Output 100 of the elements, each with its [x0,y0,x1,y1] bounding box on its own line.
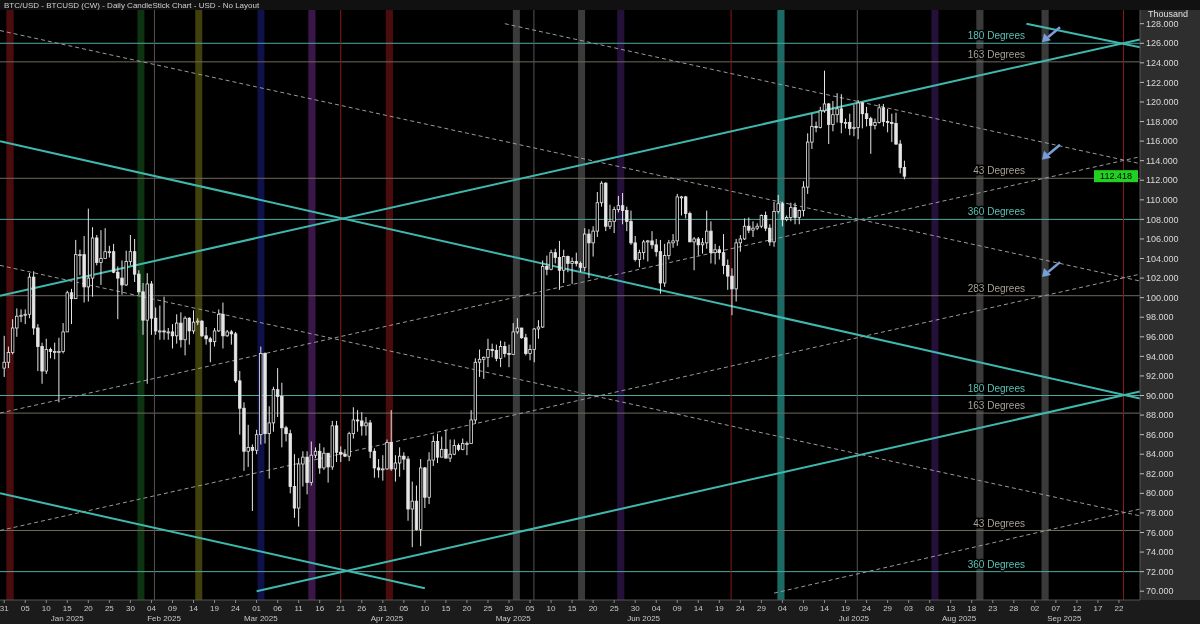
x-tick-label: 15 [62,604,73,613]
y-tick-label: 76.000 [1146,527,1174,538]
y-tick-label: 96.000 [1146,331,1174,342]
candlestick [170,323,175,350]
y-tick-label: 86.000 [1146,429,1174,440]
candlestick [562,249,566,284]
candlestick [881,103,886,127]
candlestick [120,259,124,296]
y-tick-label: 90.000 [1146,390,1174,401]
candlestick [99,229,103,286]
x-tick-label: 24 [735,604,746,613]
candlestick [440,436,444,458]
x-tick-label: 10 [546,604,557,613]
candlestick [175,313,179,345]
y-tick-label: 74.000 [1146,547,1174,558]
candlestick [864,106,869,127]
x-tick-label: 10 [420,604,430,613]
candlestick [397,446,402,478]
x-tick-label: 19 [841,604,851,613]
y-tick-label: 126.000 [1146,38,1179,49]
y-tick-label: 110.000 [1146,194,1178,205]
y-tick-label: 98.000 [1146,312,1174,323]
x2-tick-label: Jan 2025 [50,614,85,623]
candlestick [318,442,322,475]
x-tick-label: 24 [862,604,872,613]
x-tick-label: 25 [483,604,493,613]
x-tick-label: 30 [630,604,641,613]
ref-line-label: 163 Degrees [967,48,1025,60]
x-tick-label: 29 [883,604,893,613]
y-tick-label: 92.000 [1146,371,1174,382]
x-tick-label: 12 [1072,604,1082,613]
x-tick-label: 05 [525,604,536,613]
x-tick-label: 28 [1009,604,1019,613]
candlestick [641,239,646,260]
candlestick [158,304,162,341]
x-tick-label: 23 [988,604,998,613]
x-tick-label: 07 [1051,604,1061,613]
x-tick-label: 19 [210,604,220,613]
x-tick-label: 25 [104,604,115,613]
x-tick-label: 20 [83,604,94,613]
ref-line-label: 180 Degrees [967,382,1025,394]
candlestick [557,240,562,291]
candlestick [448,439,452,463]
x-tick-label: 09 [168,604,178,613]
y-tick-label: 94.000 [1146,351,1174,362]
candlestick [869,116,873,155]
candlestick [789,202,793,222]
x-tick-label: 08 [925,604,935,613]
ref-line-label: 283 Degrees [967,282,1025,294]
y-tick-label: 70.000 [1146,586,1174,597]
candlestick [780,201,785,227]
candlestick [44,338,48,375]
y-tick-label: 104.000 [1146,253,1179,264]
ref-line-label: 180 Degrees [967,30,1025,42]
candlestick [86,208,90,303]
candlestick [721,233,726,275]
x-tick-label: 01 [252,604,262,613]
candlestick [532,327,536,363]
x-tick-label: 15 [441,604,451,613]
x-tick-label: 20 [462,604,472,613]
y-tick-label: 80.000 [1146,488,1174,499]
y-tick-label: 120.000 [1146,97,1179,108]
x-tick-label: 18 [967,604,977,613]
x-tick-label: 03 [904,604,914,613]
annotation: 112.418 [1100,171,1132,182]
x-tick-label: 24 [231,604,241,613]
candlestick [435,433,440,464]
y-tick-label: 82.000 [1146,468,1174,479]
candlestick [191,309,196,335]
candlestick [360,411,364,437]
candlestick [620,192,625,225]
x-tick-label: 20 [588,604,599,613]
candlestick [650,230,654,250]
candlestick [179,311,183,349]
candlestick [742,217,747,241]
y-tick-label: 122.000 [1146,77,1179,88]
x-tick-label: 14 [189,604,199,613]
y-tick-label: 102.000 [1146,273,1179,284]
x-tick-label: 04 [651,604,662,613]
ref-line-label: 43 Degrees [973,165,1025,177]
y-tick-label: 84.000 [1146,449,1174,460]
x-tick-label: 06 [273,604,283,613]
x2-tick-label: May 2025 [495,614,532,623]
x-tick-label: 29 [756,604,767,613]
candlestick [187,316,191,346]
candlestick [705,210,709,250]
candlestick [486,338,490,368]
y-tick-label: 124.000 [1146,57,1179,68]
candlestick [162,296,166,341]
y-tick-label: 88.000 [1146,410,1174,421]
x-tick-label: 13 [946,604,956,613]
x-tick-label: 05 [20,604,31,613]
y-tick-label: 108.000 [1146,214,1179,225]
y-tick-label: 118.000 [1146,116,1178,127]
x-tick-label: 04 [146,604,157,613]
x2-tick-label: Mar 2025 [243,614,279,623]
candlestick [570,257,574,285]
x-tick-label: 14 [693,604,704,613]
x-tick-label: 26 [357,604,367,613]
candlestick [221,302,225,350]
